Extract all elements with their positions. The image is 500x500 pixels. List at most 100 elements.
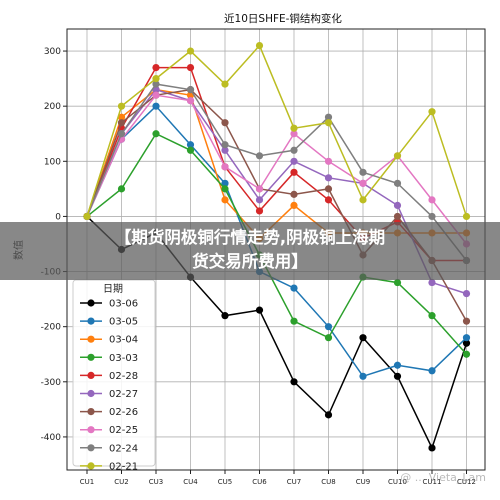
x-tick-label: CU12 [457, 478, 476, 486]
x-tick-label: CU5 [218, 478, 232, 486]
data-point [186, 97, 195, 105]
data-point [428, 278, 436, 287]
data-point [255, 306, 264, 314]
legend-item: 02-28 [80, 371, 138, 382]
legend-items: 03-06 03-05 03-04 03-03 02-28 02-27 02-26 02-25… [80, 299, 138, 472]
data-point [186, 146, 195, 154]
legend-marker [87, 299, 95, 307]
x-tick-label: CU11 [423, 478, 442, 486]
series-line [86, 83, 468, 261]
data-point [324, 196, 333, 204]
data-point [393, 179, 402, 187]
data-point [290, 284, 298, 292]
series-line [86, 132, 468, 355]
data-point [255, 185, 264, 193]
y-tick-label: 300 [44, 47, 61, 57]
x-tick-label: CU7 [287, 478, 301, 486]
data-point [324, 323, 333, 331]
x-tick-label: CU3 [149, 478, 163, 486]
x-tick-label: CU9 [356, 478, 370, 486]
data-point [221, 179, 229, 187]
data-point [324, 119, 333, 127]
legend-marker [87, 389, 95, 398]
data-point [152, 130, 160, 138]
legend-marker [87, 462, 95, 470]
data-point [393, 201, 402, 209]
data-point [221, 312, 229, 320]
legend-label: 02-25 [109, 425, 138, 436]
data-point [290, 201, 298, 209]
legend-label: 02-26 [109, 407, 138, 418]
series-line [86, 88, 467, 295]
data-point [393, 212, 402, 221]
data-point [117, 113, 126, 121]
legend-label: 02-24 [109, 443, 138, 454]
x-tick-label: CU1 [80, 478, 94, 486]
data-point [393, 361, 402, 369]
legend-label: 02-28 [109, 371, 138, 382]
data-point [221, 141, 229, 149]
data-point [428, 196, 436, 204]
headline-text: 【期货阴极铜行情走势,阴极铜上海期 货交易所费用】 [114, 228, 386, 271]
data-point [255, 152, 264, 160]
x-tick-label: CU4 [183, 478, 198, 486]
legend-marker [87, 444, 95, 452]
y-tick-label: -200 [41, 323, 62, 333]
watermark: @ ... Vieta_Lam [400, 471, 486, 484]
data-point [359, 372, 367, 380]
legend-marker [87, 335, 95, 343]
legend-item: 02-21 [80, 461, 138, 472]
legend-item: 02-24 [80, 443, 138, 454]
data-point [428, 212, 436, 221]
legend-title: 日期 [103, 283, 123, 295]
legend-item: 03-05 [80, 317, 138, 328]
data-point [117, 102, 126, 110]
data-point [462, 317, 471, 325]
data-point [152, 63, 160, 72]
data-point [324, 113, 333, 121]
legend-marker [87, 353, 95, 361]
data-point [359, 179, 367, 187]
data-point [152, 80, 160, 88]
data-point [221, 163, 229, 171]
legend-label: 03-03 [109, 353, 138, 364]
y-tick-label: 100 [44, 157, 61, 167]
legend: 日期 03-06 03-05 03-04 03-03 02-28 02-27 02-26 02… [72, 279, 156, 472]
legend-box [72, 279, 156, 467]
legend-item: 02-27 [80, 389, 138, 400]
legend-label: 03-05 [109, 317, 138, 328]
legend-label: 02-27 [109, 389, 138, 400]
legend-marker [87, 426, 95, 434]
data-point [290, 146, 298, 154]
y-tick-label: 200 [44, 102, 61, 112]
data-point [152, 91, 160, 99]
data-point [462, 350, 471, 358]
legend-marker [87, 371, 95, 379]
legend-marker [87, 317, 95, 325]
legend-item: 03-03 [80, 353, 138, 364]
data-point [290, 157, 298, 165]
data-point [255, 196, 264, 204]
y-tick-label: 0 [55, 212, 61, 222]
series-02-21 [83, 41, 471, 221]
legend-item: 02-26 [80, 407, 138, 418]
data-point [186, 47, 195, 55]
data-point [255, 41, 264, 50]
data-point [152, 75, 160, 83]
data-point [324, 157, 333, 165]
data-point [117, 119, 126, 127]
x-tick-label: CU2 [114, 478, 128, 486]
x-tick-label: CU6 [252, 478, 267, 486]
data-point [186, 86, 195, 94]
data-point [324, 185, 333, 193]
data-point [255, 207, 264, 215]
data-point [462, 290, 471, 298]
data-point [290, 124, 298, 132]
data-point [393, 152, 402, 160]
data-point [186, 63, 195, 72]
data-point [221, 146, 229, 154]
data-point [428, 367, 436, 375]
data-point [83, 212, 91, 221]
data-point [221, 196, 229, 204]
data-point [462, 339, 471, 347]
